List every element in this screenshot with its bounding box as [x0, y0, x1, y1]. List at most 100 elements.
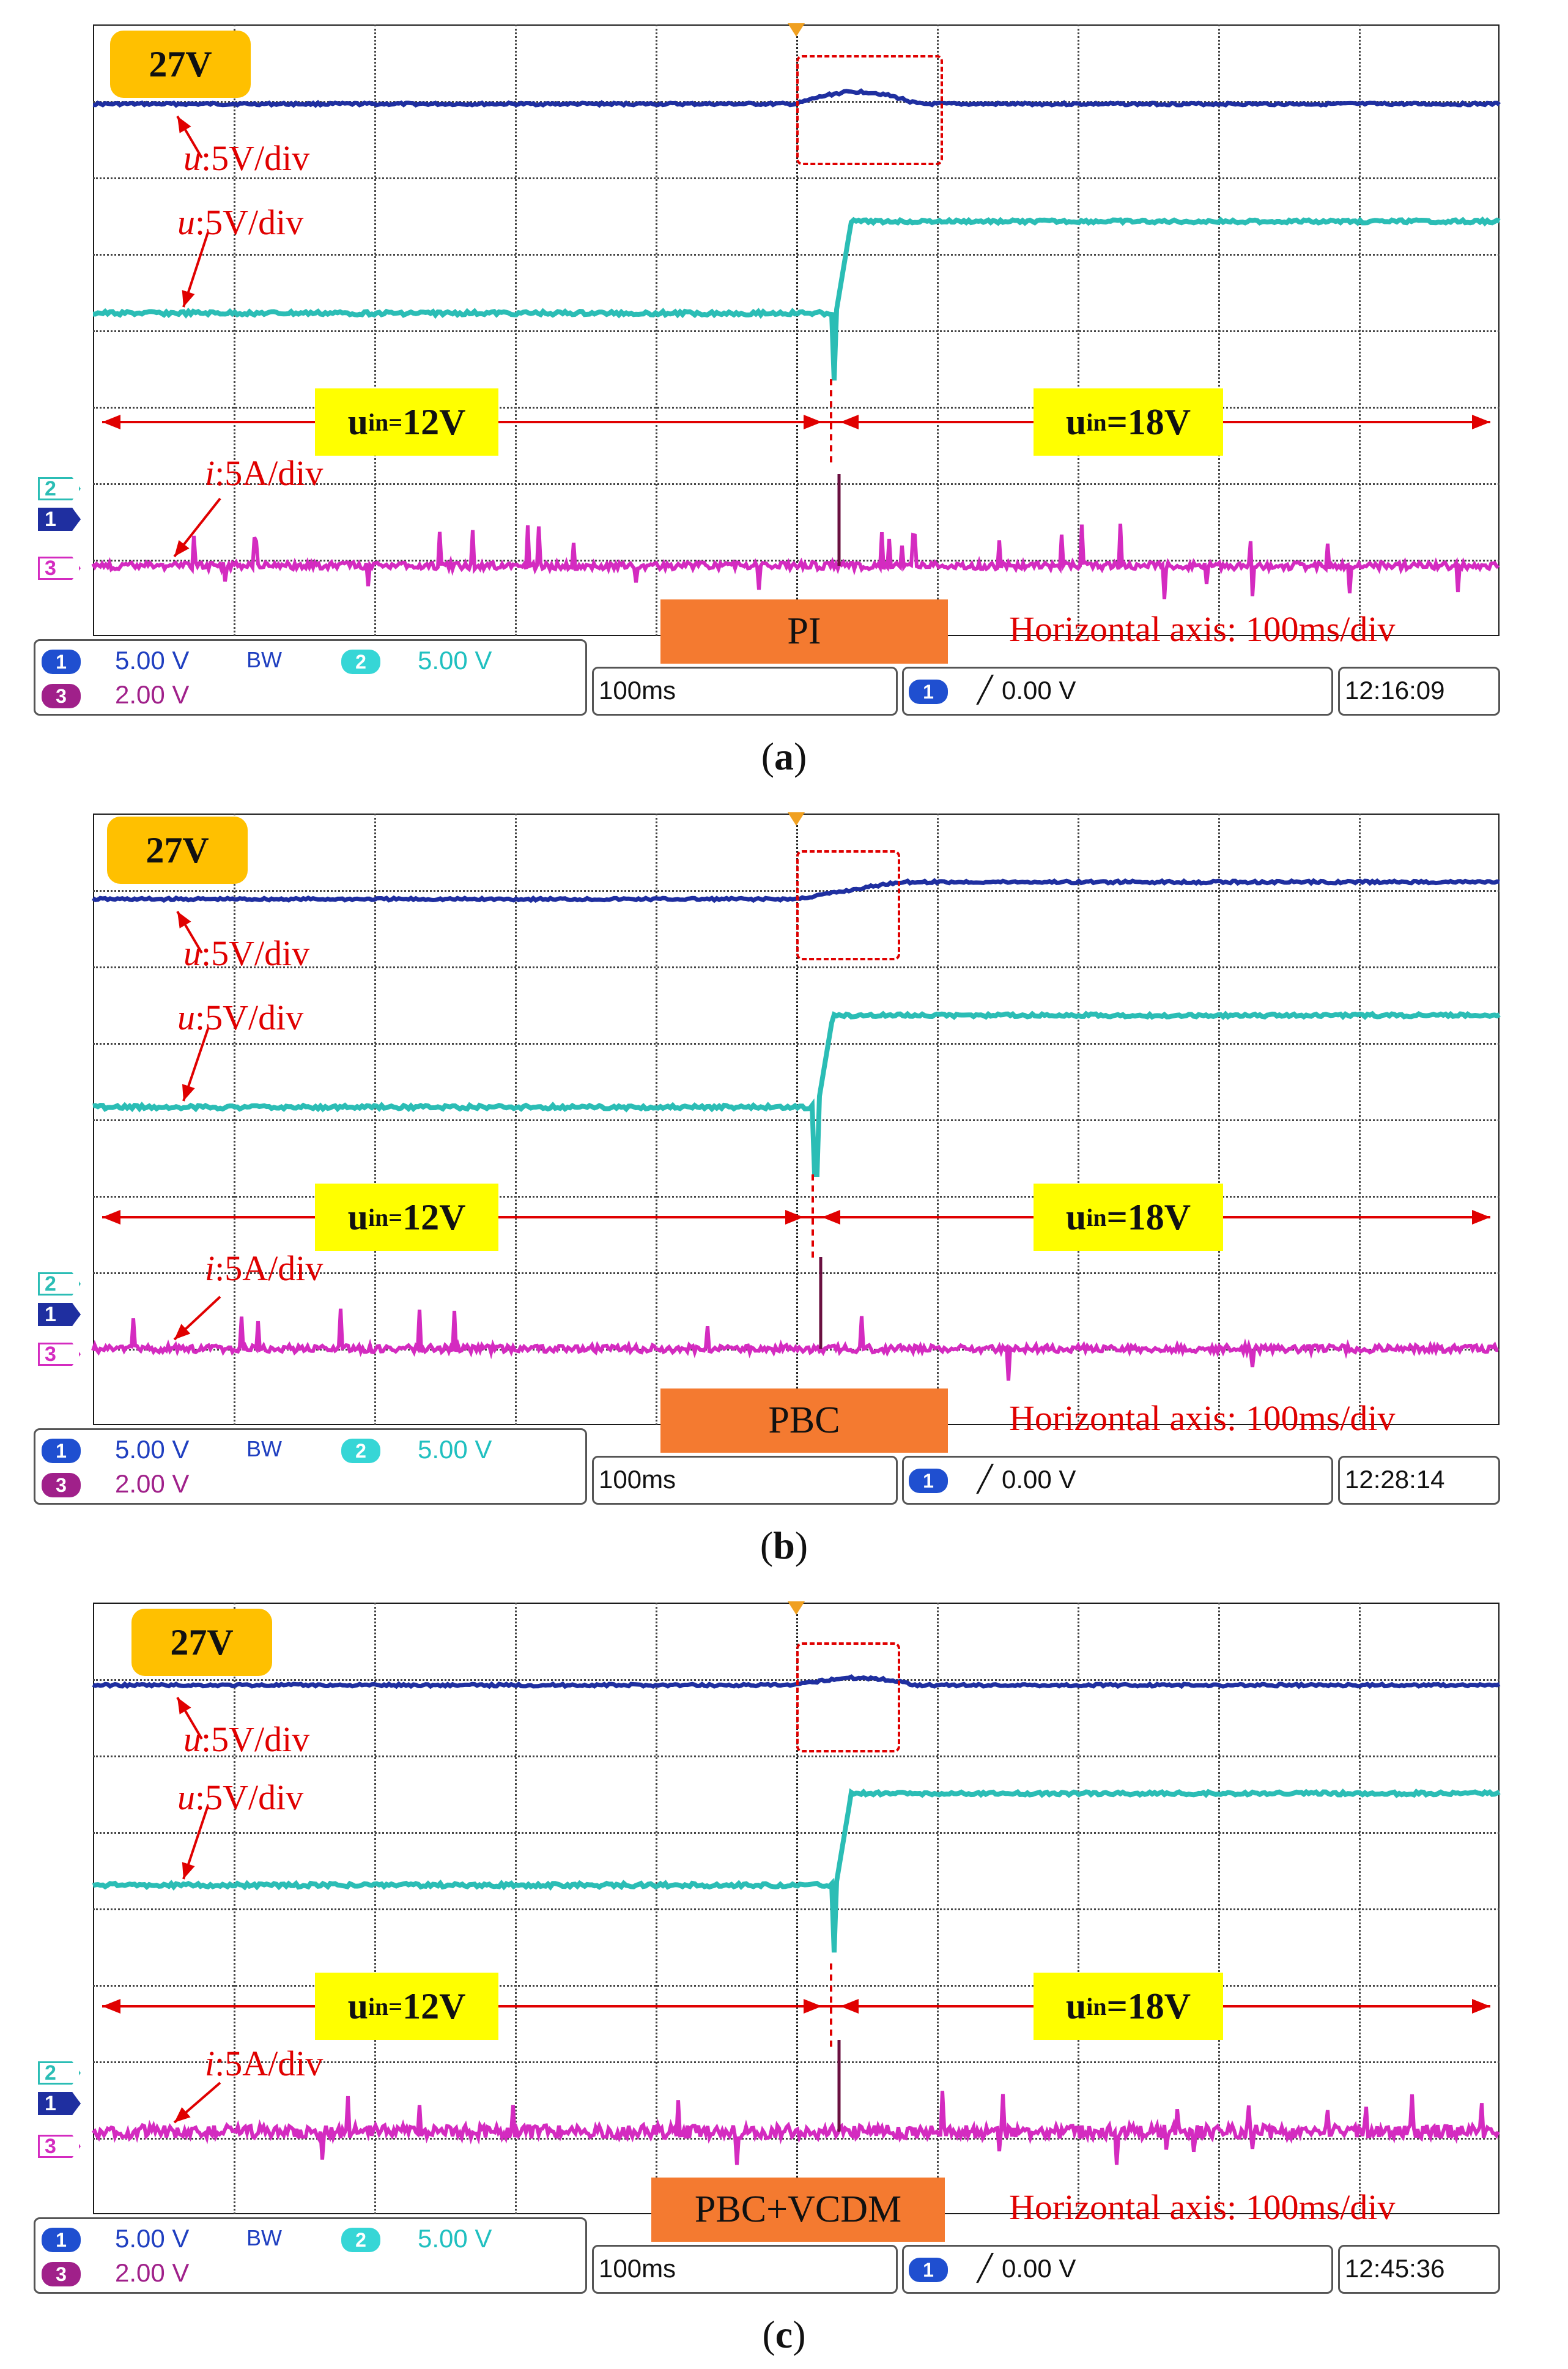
horizontal-axis-note: Horizontal axis: 100ms/div — [1009, 2187, 1396, 2227]
ch2-chip: 2 — [341, 1439, 380, 1463]
grid-line-horizontal — [93, 1272, 1500, 1274]
caption-paren-close: ) — [794, 1524, 808, 1567]
grid-line-horizontal — [93, 1755, 1500, 1757]
panel-caption: (a) — [723, 734, 845, 779]
trigger-level: 0.00 V — [1002, 2254, 1076, 2283]
uin-scale-label-var: u — [177, 1778, 195, 1817]
timebase-box: 100ms — [592, 2245, 898, 2294]
pre-step-voltage-box-sub: in= — [368, 408, 403, 436]
trigger-slope-icon: ╱ — [977, 1464, 993, 1493]
timebase-value: 100ms — [599, 2254, 676, 2283]
pre-step-voltage-box-var: u — [347, 1196, 368, 1237]
control-method-label: PBC — [660, 1388, 948, 1453]
il-scale-label-scale: :5A/div — [215, 453, 324, 493]
trigger-source-chip: 1 — [909, 680, 948, 704]
label-pointer-head — [177, 116, 191, 133]
il-scale-label-scale: :5A/div — [215, 1248, 324, 1288]
caption-paren-close: ) — [794, 735, 807, 778]
timebase-value: 100ms — [599, 676, 676, 705]
pre-step-voltage-box-value: 12V — [402, 401, 466, 442]
channel-marker-ch3: 3 — [38, 2135, 81, 2158]
ch1-chip: 1 — [42, 2228, 81, 2252]
scope-panel-a: 27V u:5V/div u:5V/div i:5A/div u in= 12V u in =18… — [0, 0, 1568, 789]
caption-letter: c — [775, 2313, 793, 2356]
uc-scale-label: u:5V/div — [183, 933, 309, 974]
scope-panel-c: 27V u:5V/div u:5V/div i:5A/div u in= 12V u in =18… — [0, 1578, 1568, 2367]
ch1-scale: 5.00 V — [115, 646, 190, 675]
arrow-head — [804, 415, 822, 429]
overshoot-highlight-box — [796, 55, 943, 165]
label-pointer-head — [174, 540, 190, 557]
channel-marker-ch2: 2 — [38, 477, 81, 500]
il-trace — [91, 1308, 1499, 1381]
trigger-level: 0.00 V — [1002, 1465, 1076, 1494]
grid-line-horizontal — [93, 407, 1500, 409]
clock-time: 12:45:36 — [1345, 2254, 1445, 2283]
label-pointer-head — [177, 1697, 191, 1715]
post-step-voltage-box-sub: in — [1086, 408, 1107, 436]
ch1-chip: 1 — [42, 650, 81, 674]
trigger-source-chip: 1 — [909, 2258, 948, 2282]
ch2-chip: 2 — [341, 650, 380, 674]
uc-scale-label-var: u — [183, 1719, 201, 1759]
label-pointer-head — [182, 290, 195, 307]
uc-scale-label-var: u — [183, 933, 201, 973]
bandwidth-limit-indicator: BW — [246, 647, 282, 672]
clock-time: 12:16:09 — [1345, 676, 1445, 705]
il-scale-label: i:5A/div — [205, 453, 323, 494]
pre-step-voltage-box: u in= 12V — [315, 1184, 498, 1251]
pre-step-voltage-box: u in= 12V — [315, 388, 498, 456]
grid-line-horizontal — [93, 177, 1500, 179]
arrow-head — [1472, 1210, 1490, 1225]
caption-letter: b — [773, 1524, 795, 1567]
ch2-scale: 5.00 V — [418, 1435, 492, 1464]
voltage-badge: 27V — [131, 1609, 272, 1676]
channel-marker-ch3: 3 — [38, 1343, 81, 1366]
trigger-box: 1 ╱ 0.00 V — [902, 1456, 1333, 1505]
clock-box: 12:45:36 — [1338, 2245, 1500, 2294]
pre-step-voltage-box-sub: in= — [368, 1203, 403, 1231]
uin-scale-label-var: u — [177, 998, 195, 1037]
grid-line-horizontal — [93, 1985, 1500, 1987]
arrow-head — [102, 415, 120, 429]
uin-trace — [92, 1788, 1501, 1953]
scope-panel-b: 27V u:5V/div u:5V/div i:5A/div u in= 12V u in =18… — [0, 789, 1568, 1578]
post-step-voltage-box-var: u — [1065, 1196, 1087, 1237]
trigger-slope-icon: ╱ — [977, 2253, 993, 2282]
pre-step-voltage-box-sub: in= — [368, 1992, 403, 2020]
channel-marker-ch3: 3 — [38, 557, 81, 580]
ch3-chip: 3 — [42, 1473, 81, 1497]
panel-caption: (b) — [723, 1523, 845, 1568]
clock-box: 12:16:09 — [1338, 667, 1500, 716]
trigger-source-chip: 1 — [909, 1469, 948, 1493]
channel-marker-ch2: 2 — [38, 1272, 81, 1296]
post-step-voltage-box-sub: in — [1086, 1203, 1107, 1231]
timebase-box: 100ms — [592, 1456, 898, 1505]
horizontal-axis-note: Horizontal axis: 100ms/div — [1009, 1398, 1396, 1438]
ch3-scale: 2.00 V — [115, 1469, 190, 1498]
control-method-label: PBC+VCDM — [651, 2178, 945, 2242]
post-step-voltage-box-sub: in — [1086, 1992, 1107, 2020]
caption-paren-open: ( — [760, 1524, 774, 1567]
label-pointer-head — [182, 1084, 195, 1101]
arrow-head — [102, 1999, 120, 2014]
uin-scale-label-var: u — [177, 202, 195, 242]
timebase-value: 100ms — [599, 1465, 676, 1494]
bandwidth-limit-indicator: BW — [246, 2225, 282, 2250]
ch1-chip: 1 — [42, 1439, 81, 1463]
il-trace — [91, 524, 1500, 599]
caption-paren-open: ( — [761, 735, 774, 778]
post-step-voltage-box-value: =18V — [1106, 401, 1191, 442]
trigger-box: 1 ╱ 0.00 V — [902, 667, 1333, 716]
label-pointer-head — [177, 911, 191, 929]
post-step-voltage-box: u in =18V — [1034, 1184, 1223, 1251]
uin-scale-label-scale: :5V/div — [195, 202, 304, 242]
trigger-position-marker — [788, 23, 805, 37]
grid-line-horizontal — [93, 1043, 1500, 1045]
post-step-voltage-box-var: u — [1065, 401, 1087, 442]
grid-line-horizontal — [93, 483, 1500, 485]
uin-scale-label: u:5V/div — [177, 202, 303, 243]
grid-line-horizontal — [93, 560, 1500, 562]
panel-caption: (c) — [723, 2312, 845, 2357]
ch2-scale: 5.00 V — [418, 646, 492, 675]
